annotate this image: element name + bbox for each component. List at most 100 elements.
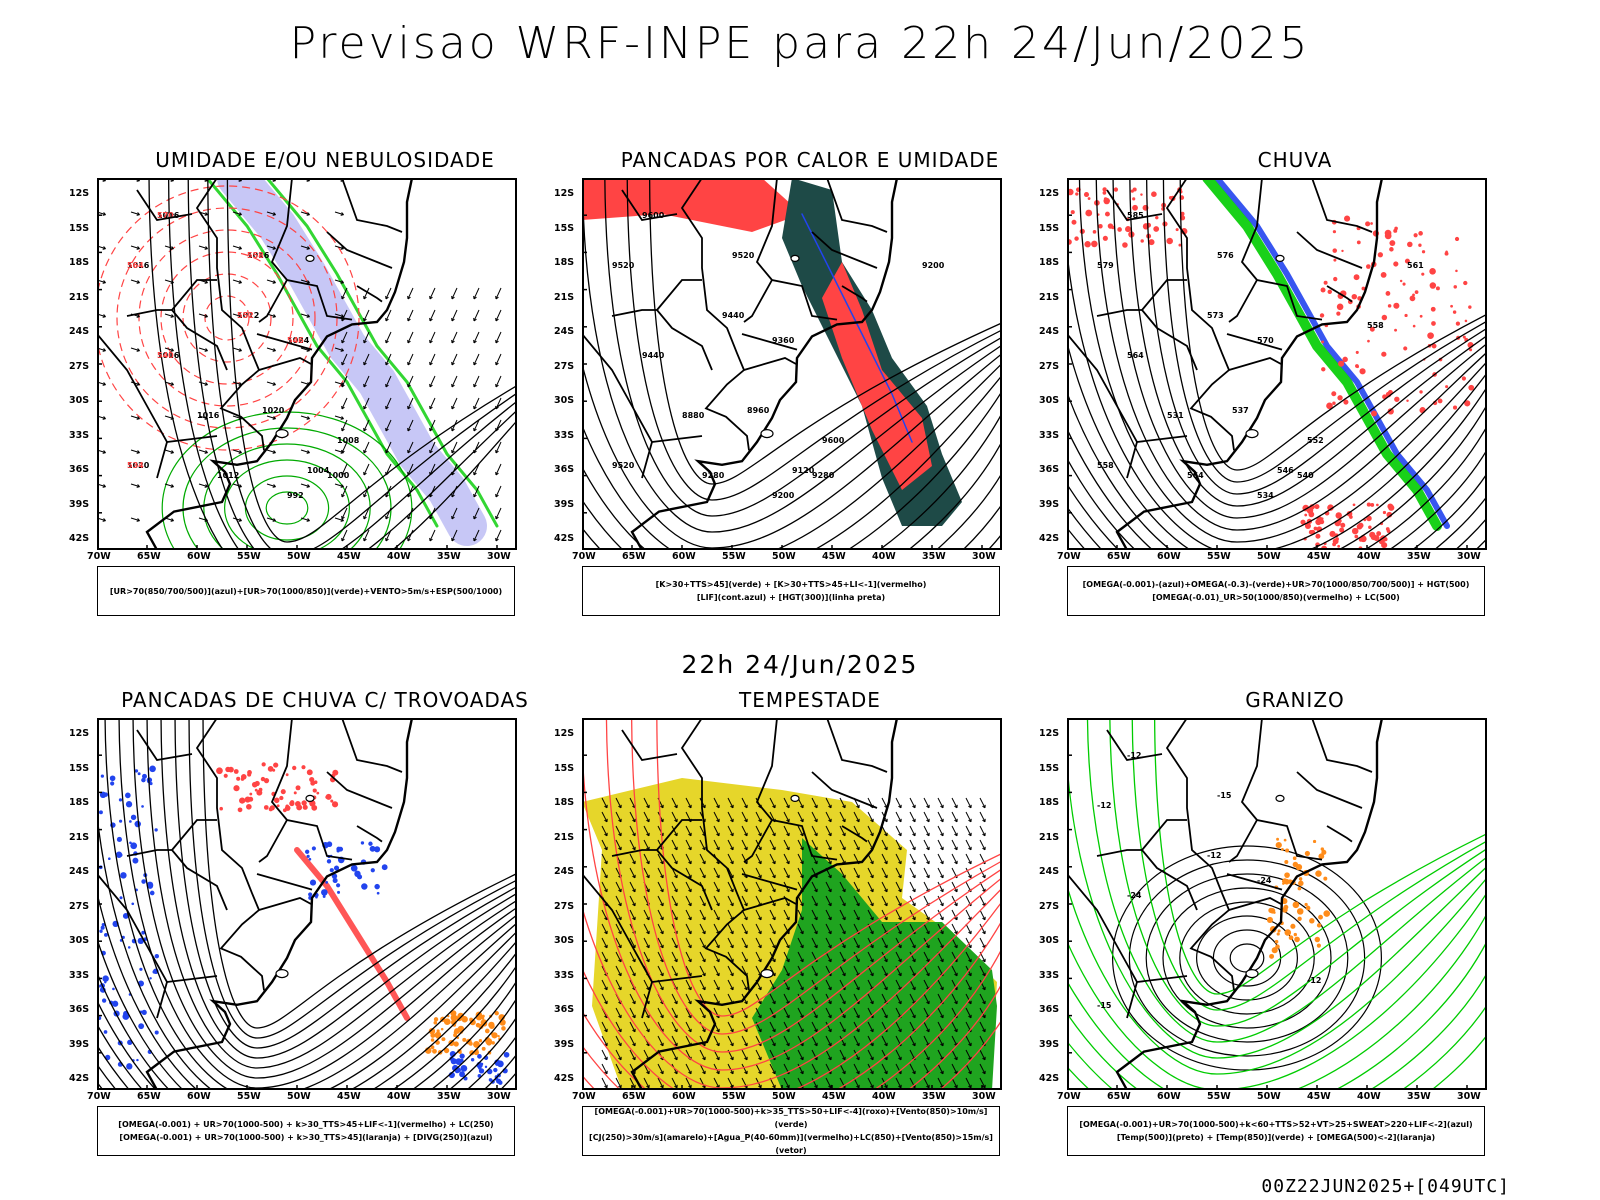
rain-red-cell — [1332, 542, 1337, 547]
wind-vector — [811, 993, 818, 1005]
wind-vector — [937, 839, 944, 851]
political-border — [166, 435, 218, 443]
wind-vector — [909, 811, 916, 823]
wind-vector — [699, 979, 706, 991]
latitude-tick-label: 39S — [69, 498, 90, 510]
thunderstorm-red-cell — [249, 792, 253, 796]
rain-red-cell — [1102, 235, 1108, 241]
wind-vector-head — [842, 1042, 846, 1047]
wind-vector — [407, 375, 414, 388]
wind-vector — [895, 1021, 902, 1033]
latitude-tick-label: 18S — [69, 797, 90, 808]
wind-vector-head — [238, 314, 242, 318]
latitude-tick-label: 15S — [554, 222, 575, 234]
wind-vector-head — [940, 930, 944, 935]
wind-vector — [811, 965, 818, 977]
wind-vector — [965, 825, 972, 837]
wind-vector — [937, 797, 944, 809]
wind-vector-head — [856, 874, 860, 879]
wind-vector — [629, 965, 636, 977]
wind-vector-head — [102, 484, 106, 488]
thunderstorm-orange-cell — [443, 1047, 450, 1054]
divergence-blue-cell — [309, 879, 317, 886]
wind-vector-head — [940, 832, 944, 837]
wind-vector — [601, 797, 608, 809]
wind-vector — [867, 993, 874, 1005]
divergence-blue-cell — [360, 841, 365, 845]
wind-vector-head — [968, 1070, 972, 1075]
divergence-blue-cell — [98, 810, 103, 815]
political-border — [680, 718, 750, 991]
wind-vector — [895, 1077, 902, 1089]
wind-vector — [755, 937, 762, 949]
low-level-jet-area — [752, 838, 997, 1090]
wind-vector-head — [674, 902, 678, 907]
divergence-blue-cell — [101, 998, 107, 1003]
wind-vector — [643, 1077, 650, 1089]
wind-vector-head — [842, 1056, 846, 1061]
wind-vector-head — [898, 958, 902, 963]
wind-vector-head — [618, 832, 622, 837]
wind-vector-head — [884, 832, 888, 837]
rain-red-cell — [1075, 192, 1079, 196]
thunderstorm-red-cell — [331, 801, 339, 808]
wind-vector — [363, 375, 370, 388]
wind-vector-head — [716, 944, 720, 949]
wind-vector-head — [170, 484, 174, 488]
wind-vector — [727, 825, 734, 837]
wind-vector-head — [968, 832, 972, 837]
divergence-blue-cell — [127, 946, 131, 949]
wind-vector — [839, 951, 846, 963]
wind-vector — [601, 1035, 608, 1047]
wind-vector-head — [758, 832, 762, 837]
wind-vector — [825, 923, 832, 935]
wind-vector-head — [842, 1014, 846, 1019]
wind-vector-head — [786, 818, 790, 823]
wind-vector — [811, 839, 818, 851]
wind-vector — [937, 979, 944, 991]
wind-vector-head — [451, 405, 455, 410]
wind-vector — [671, 811, 678, 823]
wind-vector-head — [618, 1084, 622, 1089]
wind-vector — [937, 811, 944, 823]
wind-vector-head — [730, 888, 734, 893]
thunderstorm-orange-cell — [453, 1033, 458, 1038]
wind-vector-head — [716, 986, 720, 991]
latitude-tick-label: 27S — [69, 360, 90, 372]
thunderstorm-orange-cell — [432, 1048, 437, 1054]
wind-vector — [699, 1077, 706, 1089]
wind-vector-head — [632, 1042, 636, 1047]
wind-vector-head — [688, 902, 692, 907]
wind-vector — [769, 979, 776, 991]
wind-vector-head — [912, 958, 916, 963]
rain-red-cell — [1387, 503, 1394, 510]
wind-vector — [909, 965, 916, 977]
wind-vector-head — [926, 1056, 930, 1061]
wind-vector — [923, 1021, 930, 1033]
wind-vector-head — [618, 916, 622, 921]
height-contour — [582, 374, 1002, 550]
wind-vector — [473, 529, 480, 542]
contour-label: 561 — [1407, 261, 1424, 270]
wind-vector — [629, 909, 636, 921]
wind-vector-head — [772, 902, 776, 907]
wind-vector-head — [646, 818, 650, 823]
rain-red-cell — [1155, 215, 1159, 220]
rain-red-cell — [1341, 249, 1344, 253]
map-area: 1016 1016 1016 1012 1024 1016 1020 1008 1004 1000… — [97, 178, 517, 550]
wind-vector — [232, 449, 242, 454]
divergence-blue-cell — [336, 883, 341, 888]
political-border — [258, 819, 288, 863]
contour-label: 534 — [1257, 491, 1274, 500]
wind-vector — [881, 937, 888, 949]
thunderstorm-orange-cell — [481, 1046, 486, 1051]
wind-vector — [979, 1021, 986, 1033]
wind-vector — [895, 951, 902, 963]
wind-vector-head — [363, 383, 367, 388]
wind-vector-head — [473, 493, 477, 498]
wind-vector-head — [814, 1014, 818, 1019]
wind-vector-head — [772, 916, 776, 921]
lake-outline — [275, 429, 289, 439]
wind-vector — [923, 1077, 930, 1089]
omega-orange-cell — [1312, 839, 1317, 844]
